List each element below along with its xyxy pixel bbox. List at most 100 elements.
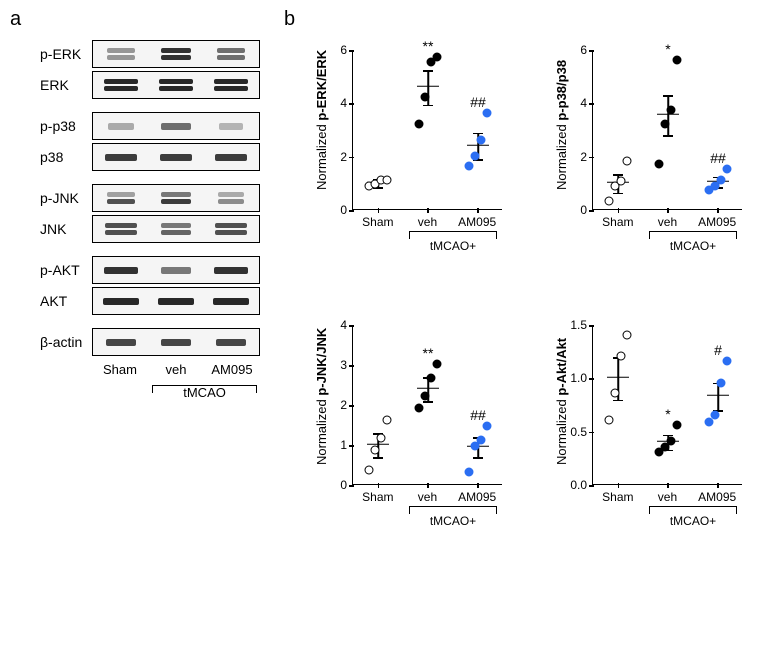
blot-lane-set [92, 215, 260, 243]
significance-marker: * [665, 41, 670, 57]
blot-label: ERK [40, 77, 92, 93]
data-point [465, 468, 474, 477]
data-point [433, 53, 442, 62]
y-axis-label: Normalized p-p38/p38 [554, 60, 569, 190]
blot-lane-set [92, 184, 260, 212]
blot-row-actin: β-actin [40, 328, 265, 356]
scatter-plot-1: Normalized p-p38/p38 0246Sham*veh##AM095t… [540, 40, 750, 285]
significance-marker: * [665, 406, 670, 422]
x-tick-label: veh [403, 209, 453, 229]
blot-row-ERK: ERK [40, 71, 265, 99]
data-point [421, 392, 430, 401]
blot-lane-set [92, 112, 260, 140]
tmcao-plus-label: tMCAO+ [409, 239, 497, 253]
y-tick: 0 [340, 203, 353, 217]
x-tick-label: AM095 [452, 209, 502, 229]
blot-lane-set [92, 143, 260, 171]
blot-row-pAKT: p-AKT [40, 256, 265, 284]
data-point [421, 93, 430, 102]
significance-marker: ## [710, 150, 726, 166]
y-tick: 4 [340, 96, 353, 110]
blot-row-pERK: p-ERK [40, 40, 265, 68]
data-point [471, 151, 480, 160]
y-tick: 6 [580, 43, 593, 57]
data-point [371, 446, 380, 455]
data-point [415, 119, 424, 128]
panel-a-letter: a [10, 8, 21, 31]
data-point [605, 197, 614, 206]
blot-label: p-AKT [40, 262, 92, 278]
data-point [377, 434, 386, 443]
data-point [617, 177, 626, 186]
plot-area: 01234Sham**veh##AM095tMCAO+ [352, 325, 502, 485]
lane-label: AM095 [204, 362, 260, 377]
data-point [465, 162, 474, 171]
blot-label: p-JNK [40, 190, 92, 206]
blot-row-p38: p38 [40, 143, 265, 171]
blot-label: p-ERK [40, 46, 92, 62]
x-tick-label: AM095 [692, 484, 742, 504]
blot-lane-set [92, 328, 260, 356]
y-axis-label: Normalized p-Akt/Akt [554, 338, 569, 465]
tmcao-plus-label: tMCAO+ [409, 514, 497, 528]
blot-label: p38 [40, 149, 92, 165]
blot-lane-set [92, 71, 260, 99]
data-point [667, 437, 676, 446]
data-point [605, 416, 614, 425]
significance-marker: ## [470, 407, 486, 423]
y-tick: 1.0 [570, 371, 593, 385]
data-point [617, 352, 626, 361]
scatter-plot-2: Normalized p-JNK/JNK 01234Sham**veh##AM09… [300, 315, 510, 560]
data-point [427, 374, 436, 383]
scatter-plot-3: Normalized p-Akt/Akt 0.00.51.01.5Sham*veh… [540, 315, 750, 560]
y-axis-label: Normalized p-ERK/ERK [314, 50, 329, 190]
data-point [383, 175, 392, 184]
data-point [365, 466, 374, 475]
x-tick-label: veh [403, 484, 453, 504]
data-point [717, 378, 726, 387]
blot-lane-set [92, 40, 260, 68]
lane-label: veh [148, 362, 204, 377]
significance-marker: ** [423, 345, 434, 361]
x-tick-label: veh [643, 484, 693, 504]
x-tick-label: Sham [593, 209, 643, 229]
y-tick: 0.5 [570, 425, 593, 439]
blot-lane-set [92, 287, 260, 315]
blot-row-pJNK: p-JNK [40, 184, 265, 212]
data-point [673, 55, 682, 64]
plot-area: 0246Sham*veh##AM095tMCAO+ [592, 50, 742, 210]
significance-marker: # [714, 342, 722, 358]
y-axis-label: Normalized p-JNK/JNK [314, 328, 329, 465]
significance-marker: ** [423, 38, 434, 54]
blot-label: p-p38 [40, 118, 92, 134]
significance-marker: ## [470, 94, 486, 110]
y-tick: 4 [580, 96, 593, 110]
data-point [717, 175, 726, 184]
tmcao-plus-label: tMCAO+ [649, 239, 737, 253]
blot-label: β-actin [40, 334, 92, 350]
x-tick-label: Sham [353, 484, 403, 504]
data-point [623, 157, 632, 166]
data-point [723, 357, 732, 366]
y-tick: 0 [580, 203, 593, 217]
x-tick-label: AM095 [452, 484, 502, 504]
data-point [705, 418, 714, 427]
y-tick: 1 [340, 438, 353, 452]
y-tick: 2 [340, 150, 353, 164]
x-tick-label: AM095 [692, 209, 742, 229]
data-point [673, 421, 682, 430]
data-point [623, 330, 632, 339]
panel-b-letter: b [284, 8, 295, 31]
scatter-plot-0: Normalized p-ERK/ERK0246Sham**veh##AM095… [300, 40, 510, 285]
data-point [383, 416, 392, 425]
blot-row-JNK: JNK [40, 215, 265, 243]
y-tick: 1.5 [570, 318, 593, 332]
data-point [611, 389, 620, 398]
data-point [655, 159, 664, 168]
data-point [711, 410, 720, 419]
plot-area: 0.00.51.01.5Sham*veh#AM095tMCAO+ [592, 325, 742, 485]
blot-label: AKT [40, 293, 92, 309]
y-tick: 2 [580, 150, 593, 164]
data-point [477, 135, 486, 144]
data-point [667, 106, 676, 115]
